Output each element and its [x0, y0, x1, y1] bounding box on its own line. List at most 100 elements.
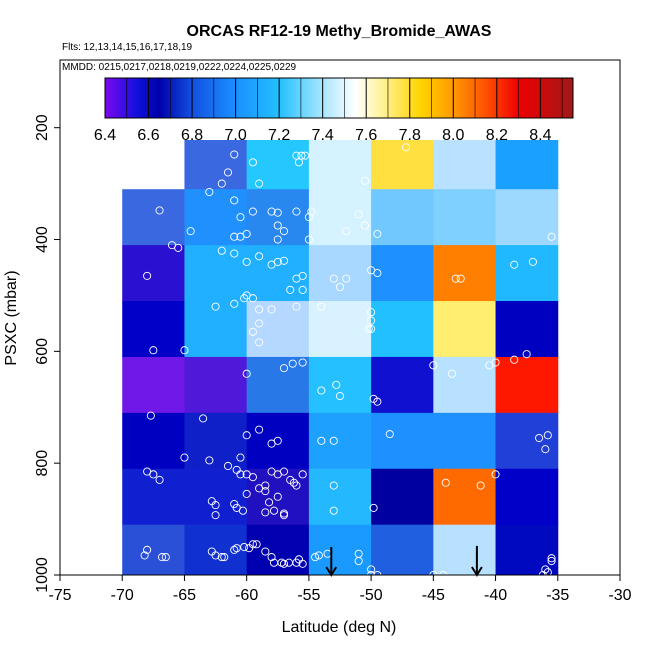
sample-point: [286, 475, 295, 484]
sample-point: [255, 319, 264, 328]
sample-point: [279, 559, 289, 568]
sample-point: [360, 221, 369, 230]
heatmap-cell: [371, 140, 434, 190]
sample-point: [230, 232, 239, 241]
sample-point: [354, 210, 363, 219]
x-tick-label: -40: [484, 587, 507, 604]
heatmap-cell: [371, 189, 434, 246]
sample-point: [292, 302, 301, 311]
sample-point: [317, 302, 326, 311]
sample-point: [267, 207, 276, 216]
sample-point: [186, 227, 195, 236]
sample-point: [265, 498, 274, 507]
sample-point: [149, 346, 158, 355]
x-tick-label: -70: [111, 587, 134, 604]
sample-point: [369, 503, 378, 512]
sample-point: [373, 570, 382, 575]
heatmap-cell: [371, 524, 434, 575]
colorbar-tick-label: 7.6: [355, 127, 377, 144]
sample-point: [217, 179, 226, 188]
x-tick-label: -75: [48, 587, 71, 604]
sample-point: [528, 257, 537, 266]
heatmap-cell: [495, 245, 559, 302]
sample-point: [223, 168, 233, 177]
x-tick-label: -55: [297, 587, 320, 604]
x-tick-label: -60: [235, 587, 258, 604]
sample-point: [373, 229, 382, 238]
heatmap-cell: [433, 245, 497, 302]
heatmap-cell: [184, 524, 248, 575]
sample-point: [522, 350, 531, 359]
heatmap-cell: [371, 245, 434, 302]
sample-point: [255, 338, 264, 347]
sample-point: [560, 121, 567, 128]
heatmap-cell: [308, 524, 372, 575]
sample-point: [217, 246, 226, 255]
sample-point: [223, 461, 233, 471]
sample-point: [205, 456, 214, 465]
sample-point: [476, 481, 485, 490]
sample-point: [298, 470, 307, 479]
sample-point: [329, 274, 338, 283]
sample-point: [149, 470, 158, 479]
sample-point: [543, 568, 552, 575]
sample-point: [335, 392, 345, 401]
sample-point: [261, 508, 270, 517]
heatmap-cell: [308, 189, 372, 246]
heatmap-cell: [246, 301, 310, 358]
colorbar-tick-label: 7.4: [312, 127, 334, 144]
heatmap-cell: [184, 412, 248, 470]
heatmap-cell: [308, 301, 372, 358]
sample-point: [354, 556, 363, 566]
sample-point: [279, 227, 289, 236]
sample-point: [335, 282, 345, 292]
heatmap-cell: [184, 301, 248, 358]
sample-point: [401, 143, 411, 152]
sample-point: [451, 274, 460, 283]
sample-point: [491, 470, 500, 479]
heatmap-cell: [184, 245, 248, 302]
heatmap-cell: [433, 189, 497, 246]
sample-point: [294, 158, 303, 167]
sample-point: [236, 232, 245, 241]
heatmap-cell: [184, 356, 248, 414]
sample-point: [157, 553, 167, 562]
heatmap-cell: [246, 189, 310, 246]
sample-point: [230, 249, 239, 258]
sample-point: [180, 346, 189, 355]
sample-point: [304, 213, 313, 222]
sample-point: [541, 565, 550, 574]
sample-point: [510, 355, 519, 364]
sample-point: [248, 294, 257, 303]
heatmap-cell: [122, 468, 185, 526]
colorbar-gradient: [104, 77, 574, 119]
sample-point: [273, 221, 282, 230]
heatmap-cell: [122, 524, 185, 575]
sample-point: [429, 570, 438, 575]
sample-point: [329, 506, 338, 515]
heatmap-cell: [308, 140, 372, 190]
dates-label: MMDD: 0215,0217,0218,0219,0222,0224,0225…: [62, 62, 297, 73]
sample-point: [342, 227, 351, 236]
heatmap-cell: [371, 412, 434, 470]
heatmap-cell: [122, 301, 185, 358]
sample-point: [547, 232, 556, 241]
sample-point: [273, 470, 282, 479]
colorbar-tick-label: 8.0: [442, 127, 464, 144]
heatmap-cell: [371, 301, 434, 358]
sample-point: [155, 206, 164, 215]
sample-point: [230, 196, 239, 205]
sample-point: [385, 430, 394, 439]
sample-point: [255, 425, 264, 434]
heatmap-cell: [122, 356, 185, 414]
y-tick-label: 400: [34, 226, 51, 253]
colorbar-tick-label: 7.2: [268, 127, 290, 144]
sample-point: [279, 256, 289, 265]
sample-point: [199, 414, 208, 423]
sample-point: [146, 411, 155, 420]
sample-point: [252, 540, 261, 549]
sample-point: [211, 501, 220, 510]
x-axis-label: Latitude (deg N): [282, 619, 397, 636]
sample-point: [267, 305, 276, 314]
